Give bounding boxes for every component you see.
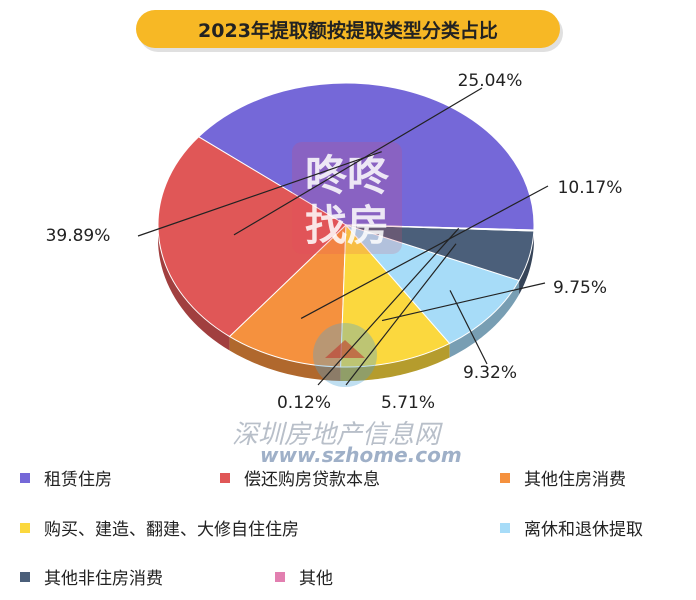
house-roof-icon	[325, 340, 365, 358]
data-label-2: 10.17%	[558, 178, 623, 198]
leader-line-1	[233, 87, 483, 236]
data-label-0: 39.89%	[46, 226, 111, 246]
logo-watermark: 咚咚 找房	[292, 142, 402, 387]
site-url-watermark: www.szhome.com	[260, 443, 462, 467]
site-name-watermark: 深圳房地产信息网	[232, 420, 441, 450]
legend-swatch	[500, 522, 510, 533]
pie-slice-side-1	[158, 219, 230, 351]
legend-swatch	[220, 472, 230, 483]
legend-item-6: 其他	[275, 564, 333, 589]
logo-watermark-line2: 找房	[305, 201, 389, 250]
leader-line-3	[381, 282, 546, 322]
legend-item-3: 购买、建造、翻建、大修自住住房	[20, 515, 299, 540]
legend-label: 离休和退休提取	[524, 520, 643, 540]
leader-line-4	[449, 290, 488, 365]
pie-slice-4	[344, 223, 520, 345]
data-label-4: 9.32%	[463, 363, 517, 383]
pie-slice-side-2	[229, 336, 341, 381]
leader-line-5	[345, 243, 457, 386]
legend-swatch	[20, 522, 30, 533]
legend-label: 其他	[299, 569, 333, 589]
legend-item-2: 其他住房消费	[500, 465, 626, 490]
legend-swatch	[20, 472, 30, 483]
data-label-3: 9.75%	[553, 278, 607, 298]
legend-item-1: 偿还购房贷款本息	[220, 465, 380, 490]
legend-label: 租赁住房	[44, 470, 112, 490]
legend-swatch	[500, 472, 510, 483]
legend-label: 偿还购房贷款本息	[244, 470, 380, 490]
logo-watermark-line1: 咚咚	[305, 151, 390, 200]
legend-swatch	[275, 571, 285, 582]
pie-slice-1	[157, 136, 347, 338]
legend-label: 其他住房消费	[524, 470, 626, 490]
legend-label: 购买、建造、翻建、大修自住住房	[44, 520, 299, 540]
legend-label: 其他非住房消费	[44, 569, 163, 589]
pie-slice-6	[345, 224, 535, 232]
data-label-5: 5.71%	[381, 393, 435, 413]
leader-line-6	[317, 227, 460, 386]
chart-title: 2023年提取额按提取类型分类占比	[136, 10, 560, 48]
legend-item-5: 其他非住房消费	[20, 564, 163, 589]
data-label-6: 0.12%	[277, 393, 331, 413]
leader-line-2	[300, 185, 549, 319]
leader-line-0	[137, 151, 382, 237]
pie-slice-side-5	[519, 231, 534, 295]
pie-slice-3	[340, 223, 451, 368]
legend-item-4: 离休和退休提取	[500, 515, 643, 540]
data-label-1: 25.04%	[458, 71, 523, 91]
legend-swatch	[20, 571, 30, 582]
legend-item-0: 租赁住房	[20, 465, 112, 490]
pie-slice-side-4	[449, 280, 520, 358]
